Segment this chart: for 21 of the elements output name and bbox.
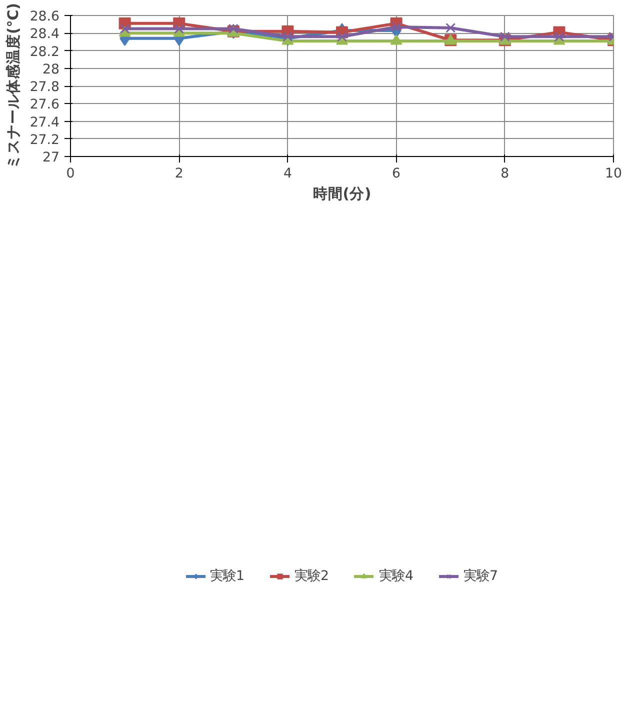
y-axis-title: ミスナール体感温度(℃) (4, 2, 22, 170)
y-tick-label: 28.4 (30, 27, 60, 42)
x-tick-label: 2 (174, 166, 184, 182)
y-tick-label: 27 (42, 150, 60, 166)
y-tick-label: 27.8 (30, 80, 60, 95)
x-tick-label: 8 (500, 166, 510, 182)
y-tick-label: 27.2 (30, 132, 60, 148)
x-tick-label: 6 (392, 166, 401, 182)
legend-label: 実験2 (294, 568, 329, 584)
x-tick-label: 4 (283, 166, 292, 182)
x-axis-title: 時間(分) (312, 186, 372, 202)
legend-label: 実験1 (210, 568, 245, 584)
x-tick-label: 10 (605, 166, 622, 182)
legend-label: 実験4 (379, 568, 414, 584)
y-tick-label: 27.4 (30, 115, 60, 130)
y-tick-label: 28 (42, 62, 60, 78)
legend-label: 実験7 (463, 568, 498, 584)
y-tick-label: 28.2 (30, 44, 60, 60)
x-tick-label: 0 (66, 166, 75, 182)
y-tick-label: 28.6 (30, 10, 60, 24)
y-tick-label: 27.6 (30, 98, 60, 113)
